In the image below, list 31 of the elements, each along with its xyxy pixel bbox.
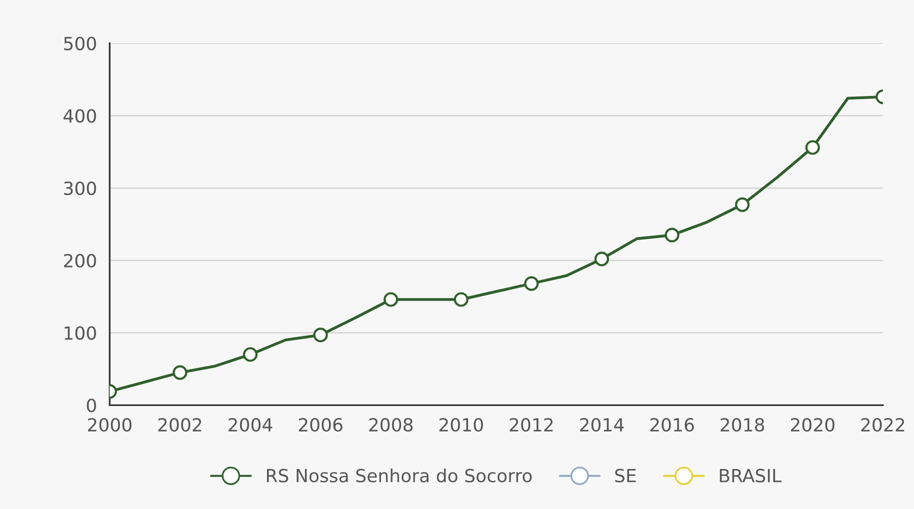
legend-label: RS Nossa Senhora do Socorro [266,468,532,482]
x-tick-label: 2000 [88,418,132,432]
x-tick-label: 2022 [861,418,904,432]
y-tick-label: 100 [64,326,96,340]
point [454,292,468,307]
point [664,228,680,242]
legend-label: BRASIL [720,468,782,482]
x-tick-label: 2010 [440,418,483,432]
x-tick-label: 2016 [650,418,694,432]
point [524,276,539,291]
y-tick-label: 400 [64,109,96,123]
x-tick-label: 2014 [580,418,624,432]
point [594,252,610,266]
x-tick-label: 2002 [158,418,202,432]
y-tick-label: 0 [86,398,96,412]
x-tick-label: 2012 [510,418,553,432]
y-tick-label: 200 [64,254,96,268]
point [172,365,188,380]
x-tick-label: 2018 [720,418,764,432]
x-tick-label: 2004 [228,418,272,432]
y-tick-label: 300 [64,181,96,196]
point [313,328,328,342]
point [735,197,750,212]
x-tick-label: 2006 [298,418,342,432]
x-tick-label: 2008 [369,418,413,432]
y-tick-label: 500 [64,36,96,50]
legend-label: SE [615,468,636,482]
point [242,347,258,362]
x-tick-label: 2020 [790,418,834,432]
point [805,140,820,155]
point [384,292,398,307]
